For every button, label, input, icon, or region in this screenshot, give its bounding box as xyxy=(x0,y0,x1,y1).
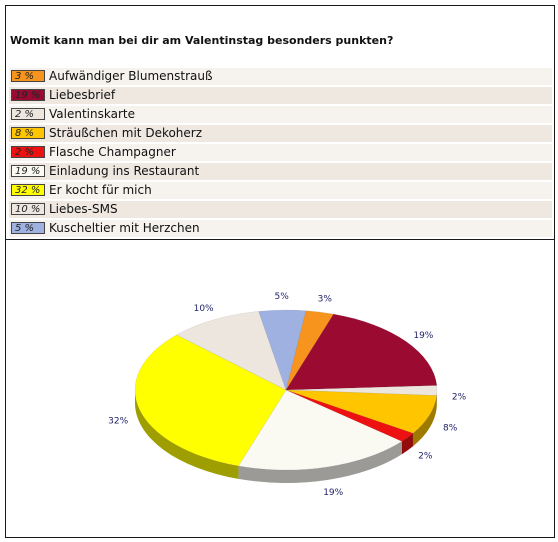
legend-item: 5 % Kuscheltier mit Herzchen xyxy=(9,220,552,237)
poll-question: Womit kann man bei dir am Valentinstag b… xyxy=(10,34,394,47)
slice-label: 5% xyxy=(275,292,290,302)
slice-label: 2% xyxy=(418,451,433,461)
slice-label: 19% xyxy=(323,488,343,498)
slice-label: 2% xyxy=(452,393,467,403)
pie-slice-side xyxy=(412,395,437,447)
legend-swatch: 2 % xyxy=(11,108,45,120)
pie-slice xyxy=(134,334,287,467)
legend-label: Valentinskarte xyxy=(49,107,135,121)
legend-swatch: 5 % xyxy=(11,222,45,234)
pie-slice-side xyxy=(135,390,239,479)
legend-swatch: 10 % xyxy=(11,203,45,215)
legend-label: Liebes-SMS xyxy=(49,202,118,216)
legend-label: Liebesbrief xyxy=(49,88,116,102)
pie-side xyxy=(135,390,437,483)
pie-slice xyxy=(258,309,307,391)
legend-item: 8 % Sträußchen mit Dekoherz xyxy=(9,125,552,142)
legend-label: Er kocht für mich xyxy=(49,183,152,197)
legend-swatch: 3 % xyxy=(11,70,45,82)
pie-slice-side xyxy=(238,441,402,483)
pie-slice xyxy=(176,311,287,391)
legend: 3 % Aufwändiger Blumenstrauß 19 % Liebesbri… xyxy=(9,68,552,239)
legend-swatch: 19 % xyxy=(11,89,45,101)
legend-swatch: 8 % xyxy=(11,127,45,139)
legend-label: Sträußchen mit Dekoherz xyxy=(49,126,203,140)
pie-slice xyxy=(285,389,437,434)
slice-label: 32% xyxy=(108,416,128,426)
legend-item: 19 % Liebesbrief xyxy=(9,87,552,104)
legend-label: Flasche Champagner xyxy=(49,145,176,159)
slice-label: 8% xyxy=(443,423,458,433)
legend-label: Einladung ins Restaurant xyxy=(49,164,200,178)
legend-swatch: 32 % xyxy=(11,184,45,196)
legend-label: Kuscheltier mit Herzchen xyxy=(49,221,200,235)
pie-slice xyxy=(285,389,414,442)
pie-chart: 3% 19% 2% 8% 2% 19% 32% 10% 5% xyxy=(108,292,467,498)
legend-item: 32 % Er kocht für mich xyxy=(9,182,552,199)
legend-item: 2 % Flasche Champagner xyxy=(9,144,552,161)
slice-label: 10% xyxy=(194,304,214,314)
pie-slice xyxy=(285,310,334,391)
poll-panel: Womit kann man bei dir am Valentinstag b… xyxy=(5,5,555,538)
pie-slice-side xyxy=(401,433,413,455)
legend-label: Aufwändiger Blumenstrauß xyxy=(49,69,213,83)
pie-slice xyxy=(285,385,438,396)
pie-slice xyxy=(238,389,403,471)
slice-label: 19% xyxy=(413,331,433,341)
legend-swatch: 2 % xyxy=(11,146,45,158)
slice-label: 3% xyxy=(318,295,333,305)
legend-swatch: 19 % xyxy=(11,165,45,177)
pie-slice xyxy=(285,313,438,391)
legend-item: 19 % Einladung ins Restaurant xyxy=(9,163,552,180)
divider xyxy=(6,239,554,240)
legend-item: 10 % Liebes-SMS xyxy=(9,201,552,218)
legend-item: 3 % Aufwändiger Blumenstrauß xyxy=(9,68,552,85)
legend-item: 2 % Valentinskarte xyxy=(9,106,552,123)
